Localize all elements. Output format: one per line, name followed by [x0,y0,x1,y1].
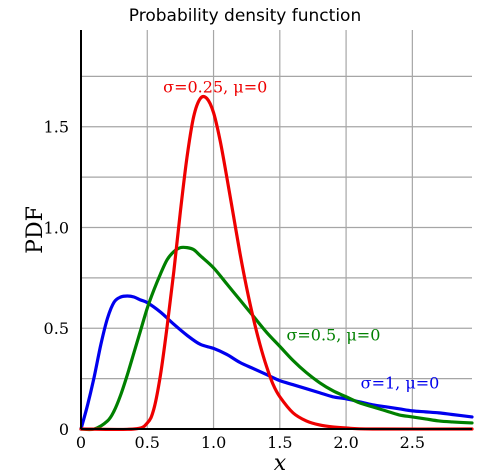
series-annotation: σ=0.25, μ=0 [163,77,267,96]
x-tick-label: 1.0 [201,433,226,452]
x-tick-label: 2.5 [400,433,425,452]
axes [80,30,472,430]
series-lines [79,94,474,432]
series-annotation: σ=0.5, μ=0 [286,325,380,344]
tick-labels: 0 0.5 1.0 1.5 2.0 2.5 0 0.5 1.0 1.5 [44,118,426,452]
x-tick-label: 1.5 [267,433,292,452]
x-axis-label: x [274,451,287,475]
x-tick-label: 0 [76,433,86,452]
x-tick-label: 0.5 [135,433,160,452]
y-axis-label: PDF [23,206,48,254]
annotations: σ=0.25, μ=0 σ=0.5, μ=0 σ=1, μ=0 [163,77,439,392]
y-tick-label: 0.5 [44,319,69,338]
chart-title: Probability density function [129,6,361,26]
y-tick-label: 1.0 [44,218,69,237]
grid [81,30,472,429]
series-line-1 [79,294,474,431]
x-tick-label: 2.0 [333,433,358,452]
series-line-2 [79,245,474,432]
series-annotation: σ=1, μ=0 [361,374,440,393]
y-tick-label: 1.5 [44,118,69,137]
series-line-3 [79,94,474,432]
y-tick-label: 0 [59,420,69,439]
